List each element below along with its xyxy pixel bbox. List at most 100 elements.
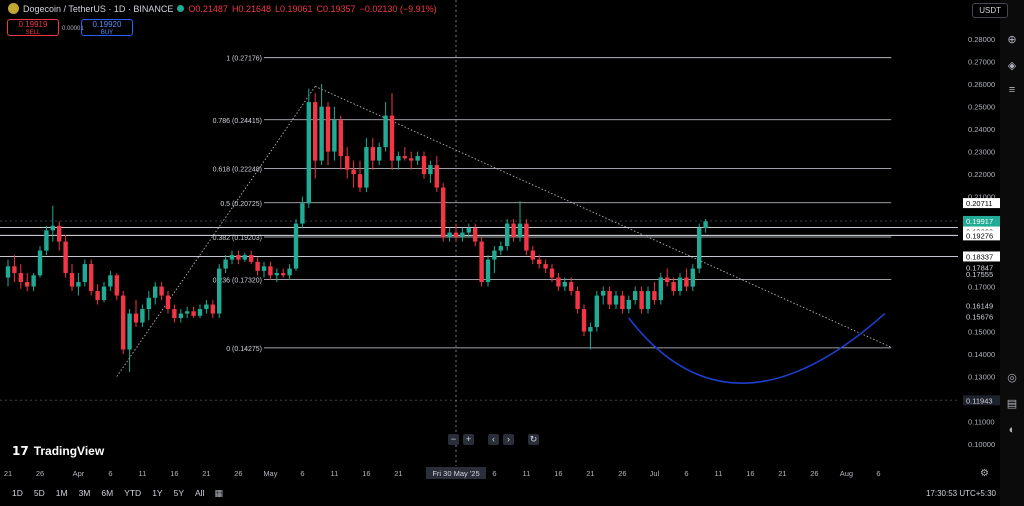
candle-body [581,309,587,332]
fib-level-label: 0.236 (0.17320) [213,277,262,284]
ohlc-low: L0.19061 [274,3,313,14]
candle-body [57,225,62,242]
scroll-right-icon[interactable]: › [503,434,514,445]
scroll-left-icon[interactable]: ‹ [488,434,499,445]
candle-body [505,223,510,247]
symbol-title[interactable]: Dogecoin / TetherUS · 1D · BINANCE [23,3,174,14]
ohlc-close: C0.19357 [316,3,356,14]
help-icon[interactable]: ◐ [1008,424,1016,436]
x-tick-label: 26 [618,469,626,478]
market-open-dot-icon [177,5,185,12]
candle-body [556,277,561,287]
timeframe-1m[interactable]: 1M [55,488,68,498]
x-tick-label: 11 [523,469,531,478]
timeframe-5y[interactable]: 5Y [173,488,184,498]
x-tick-label: 16 [362,469,370,478]
x-tick-label: 6 [876,469,880,478]
x-tick-label: 21 [394,469,402,478]
candle-body [217,268,222,314]
candle-body [370,147,375,161]
crosshair-icon[interactable]: ⊕ [1007,34,1017,46]
timeframe-6m[interactable]: 6M [101,488,114,498]
candle-body [185,311,190,314]
y-tick-label: 0.26000 [968,80,995,89]
right-toolbar: ⊕ ◈ ≡ ◎ ▤ ◐ [1000,0,1024,506]
candle-body [639,291,644,310]
timeframe-3m[interactable]: 3M [78,488,91,498]
timeframe-ytd[interactable]: YTD [124,488,142,498]
timeframe-bar: 1D 5D 1M 3M 6M YTD 1Y 5Y All ▦ 17:30:53 … [0,482,1000,504]
buy-button[interactable]: 0.19920 BUY [81,19,133,36]
calendar-range-icon[interactable]: ▦ [214,487,223,498]
x-tick-label: 11 [139,469,147,478]
currency-selector[interactable]: USDT [972,3,1008,18]
x-tick-label: 16 [554,469,562,478]
timeframe-1d[interactable]: 1D [12,488,23,498]
candle-body [146,297,151,310]
candle-body [306,102,311,204]
candle-body [677,277,683,292]
y-tick-label: 0.13000 [968,373,995,382]
candle-body [345,156,350,170]
timeframe-all[interactable]: All [195,488,205,498]
candle-body [402,156,407,159]
y-tick-label: 0.24000 [968,125,995,134]
zoom-out-icon[interactable]: − [448,434,459,445]
layers-icon[interactable]: ◈ [1007,60,1017,72]
candle-body [620,295,625,310]
timeframe-5d[interactable]: 5D [33,488,45,498]
x-tick-label: 21 [202,469,210,478]
x-tick-label: 11 [715,469,723,478]
candle-body [492,250,497,260]
dogecoin-icon [8,3,19,14]
x-tick-label: 6 [684,469,688,478]
timeframe-1y[interactable]: 1Y [152,488,163,498]
candle-body [665,277,670,283]
y-tick-label: 0.27000 [968,58,995,67]
fib-level-label: 0.618 (0.22248) [213,167,262,174]
price-label: 0.19917 [966,217,993,226]
candle-body [684,277,689,287]
y-tick-label: 0.22000 [968,170,995,179]
x-tick-label: 16 [170,469,178,478]
price-label-bg [963,230,1000,241]
price-label: 0.15676 [966,312,993,321]
clock-readout: 17:30:53 UTC+5:30 [925,488,996,498]
x-tick-label: Aug [840,469,853,478]
candle-body [690,268,695,287]
candle-body [31,275,36,287]
candle-body [69,273,75,287]
candle-body [530,250,535,260]
price-label: 0.20711 [966,199,993,208]
sell-button[interactable]: 0.19919 SELL [7,19,59,36]
reset-chart-icon[interactable]: ↻ [528,434,539,445]
candle-body [389,115,395,161]
candle-body [415,156,420,161]
ruler-icon[interactable]: ▤ [1006,398,1018,410]
x-tick-label: 21 [778,469,786,478]
candle-body [633,291,638,301]
candle-body [652,291,657,301]
candle-body [223,259,228,269]
settings-icon[interactable]: ⚙ [980,468,989,479]
candle-body [409,158,414,161]
candle-body [210,304,215,314]
candle-body [562,282,567,287]
crosshair-date-label: Fri 30 May '25 [432,469,479,478]
candle-body [466,228,471,233]
timer-icon[interactable]: ◎ [1007,372,1017,384]
tradingview-logo: 𝟭𝟳 TradingView [12,444,104,458]
ohlc-change: −0.02130 (−9.91%) [359,3,437,14]
candle-body [575,291,580,310]
candle-body [229,255,235,260]
candle-body [140,309,145,323]
candle-body [364,147,369,188]
zoom-in-icon[interactable]: + [463,434,474,445]
candle-body [204,304,209,310]
price-label: 0.19276 [966,231,993,240]
list-icon[interactable]: ≡ [1008,84,1016,96]
candle-body [76,282,81,287]
candle-body [485,259,491,283]
y-tick-label: 0.25000 [968,103,995,112]
